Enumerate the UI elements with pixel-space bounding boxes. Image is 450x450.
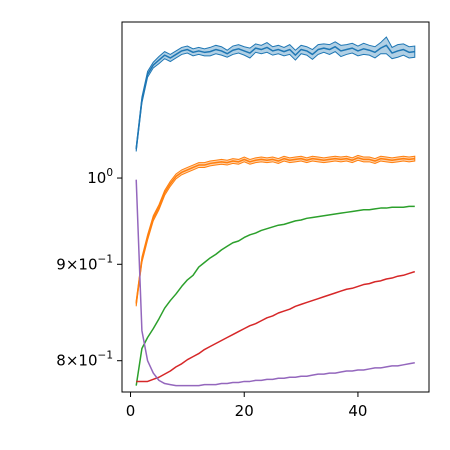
- series-layer: [135, 36, 416, 387]
- y-tick-label: 9×10−1: [56, 253, 113, 273]
- series-4-line: [136, 270, 416, 383]
- y-tick-label: 8×10−1: [56, 350, 113, 370]
- series-2-band: [135, 154, 416, 307]
- y-axis: 100 9×10−1 8×10−1: [56, 167, 122, 370]
- y-tick-label: 100: [87, 167, 113, 187]
- series-1-band: [135, 36, 416, 152]
- series-2-line: [135, 157, 415, 304]
- series-1-line: [135, 44, 415, 150]
- series-3-line: [135, 205, 415, 386]
- x-axis: 0 20 40: [126, 392, 367, 420]
- series-5-line: [135, 179, 415, 387]
- x-tick-label: 0: [126, 402, 136, 420]
- x-tick-label: 20: [235, 402, 254, 420]
- x-tick-label: 40: [348, 402, 367, 420]
- plot-frame: [121, 21, 430, 393]
